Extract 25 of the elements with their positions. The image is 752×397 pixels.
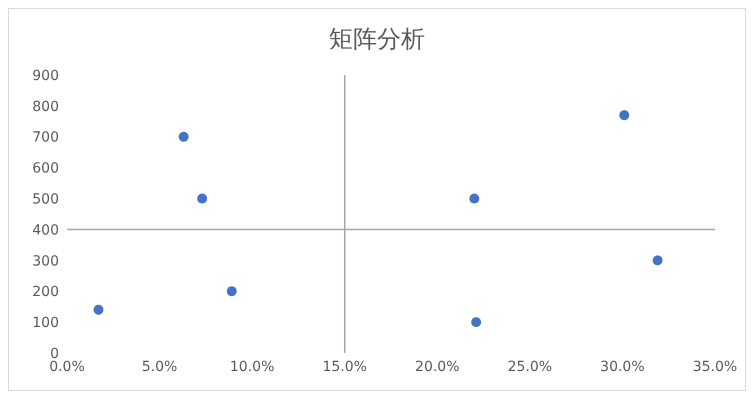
point [471,317,482,328]
x-tick-label: 25.0% [508,358,552,375]
point [93,304,104,315]
x-tick-label: 20.0% [415,358,460,375]
point [226,286,237,296]
x-tick-label: 5.0% [142,358,178,375]
y-tick-label: 600 [32,160,59,177]
point [178,132,189,142]
y-tick-label: 500 [32,192,59,208]
point [619,110,630,120]
y-tick-label: 200 [32,284,59,300]
y-tick-label: 700 [32,130,59,146]
y-tick-label: 300 [32,253,59,270]
y-tick-label: 800 [32,98,59,115]
y-tick-label: 400 [32,222,59,238]
y-tick-label: 100 [32,315,59,332]
point [469,194,480,204]
x-tick-label: 10.0% [230,358,274,375]
point [197,194,208,204]
x-tick-label: 30.0% [600,358,645,375]
chart-title: 矩阵分析 [328,24,426,55]
y-tick-label: 900 [32,68,59,84]
x-tick-label: 35.0% [692,358,738,375]
point [652,255,663,266]
x-tick-label: 15.0% [322,358,367,375]
